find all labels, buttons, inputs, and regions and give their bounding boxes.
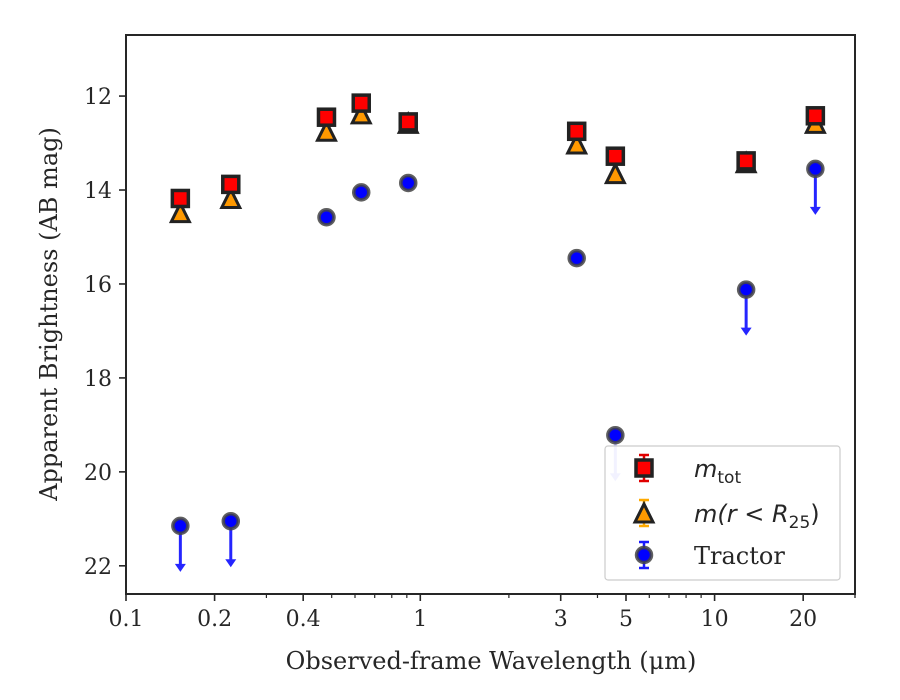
y-tick-label: 14 [84, 179, 112, 204]
legend-label: mtot [694, 455, 741, 488]
x-tick-label: 0.4 [286, 607, 321, 632]
legend-marker-circle [634, 545, 654, 565]
data-point-square [566, 121, 587, 142]
x-axis-label: Observed-frame Wavelength (μm) [286, 647, 697, 675]
data-point-circle [606, 425, 625, 445]
data-point-circle [398, 173, 418, 193]
legend-label: m(r < R25) [694, 500, 820, 533]
data-point-square [736, 151, 756, 171]
legend-label-subscript: tot [717, 468, 741, 488]
data-point-square [170, 188, 191, 209]
legend-marker-triangle [632, 500, 656, 524]
data-point-circle [351, 183, 371, 202]
y-tick-label: 22 [84, 555, 112, 580]
data-point-triangle [349, 101, 373, 125]
data-marks [168, 93, 827, 572]
limit-arrow-head [809, 206, 821, 215]
x-tick-label: 1 [413, 607, 427, 632]
limit-arrow-head [740, 327, 752, 336]
y-tick-label: 12 [84, 85, 112, 110]
data-point-triangle [315, 118, 338, 142]
legend-entry: mtot [634, 453, 741, 488]
data-point-circle [221, 511, 241, 531]
limit-arrow-head [225, 559, 237, 568]
legend-entry: Tractor [634, 540, 785, 570]
data-point-square [805, 106, 826, 126]
legend-marker-square [634, 458, 654, 478]
x-tick-label: 5 [619, 607, 633, 632]
data-point-triangle [603, 161, 627, 185]
data-point-triangle [168, 200, 192, 224]
data-point-square [221, 174, 241, 195]
legend-label-base: m(r < R [694, 500, 789, 528]
data-point-circle [806, 159, 825, 179]
series-circle-group [171, 159, 825, 572]
data-point-triangle [565, 131, 589, 155]
x-tick-label: 3 [554, 607, 568, 632]
x-tick-label: 10 [701, 607, 729, 632]
y-tick-label: 18 [84, 367, 112, 392]
legend-box [604, 445, 841, 581]
data-point-circle [317, 208, 336, 227]
data-point-circle [567, 248, 586, 268]
data-point-square [316, 107, 337, 127]
legend-label-tail: ) [810, 500, 819, 528]
plot-frame [125, 34, 856, 595]
y-tick-label: 16 [84, 273, 112, 298]
axes: 0.1 0.2 0.4 1 3 5 10 20 12 14 16 18 20 22 [84, 34, 856, 632]
data-point-square [605, 146, 626, 166]
x-tick-label: 20 [789, 607, 817, 632]
legend: mtot m(r < R25) Tractor [604, 445, 841, 581]
series-square-group [170, 93, 826, 209]
x-tick-label: 0.1 [109, 607, 144, 632]
data-point-circle [736, 280, 756, 299]
data-point-circle [171, 516, 190, 536]
x-tick-label: 0.2 [197, 607, 232, 632]
data-point-square [351, 93, 371, 113]
data-point-triangle [219, 186, 243, 209]
legend-entry: m(r < R25) [632, 498, 820, 533]
limit-arrow-head [174, 563, 186, 572]
y-tick-label: 20 [84, 461, 112, 486]
y-axis-label: Apparent Brightness (AB mag) [35, 127, 63, 502]
legend-label: Tractor [694, 542, 785, 570]
data-point-square [398, 112, 418, 132]
legend-label-base: m [694, 455, 717, 483]
legend-label-subscript: 25 [789, 513, 811, 533]
